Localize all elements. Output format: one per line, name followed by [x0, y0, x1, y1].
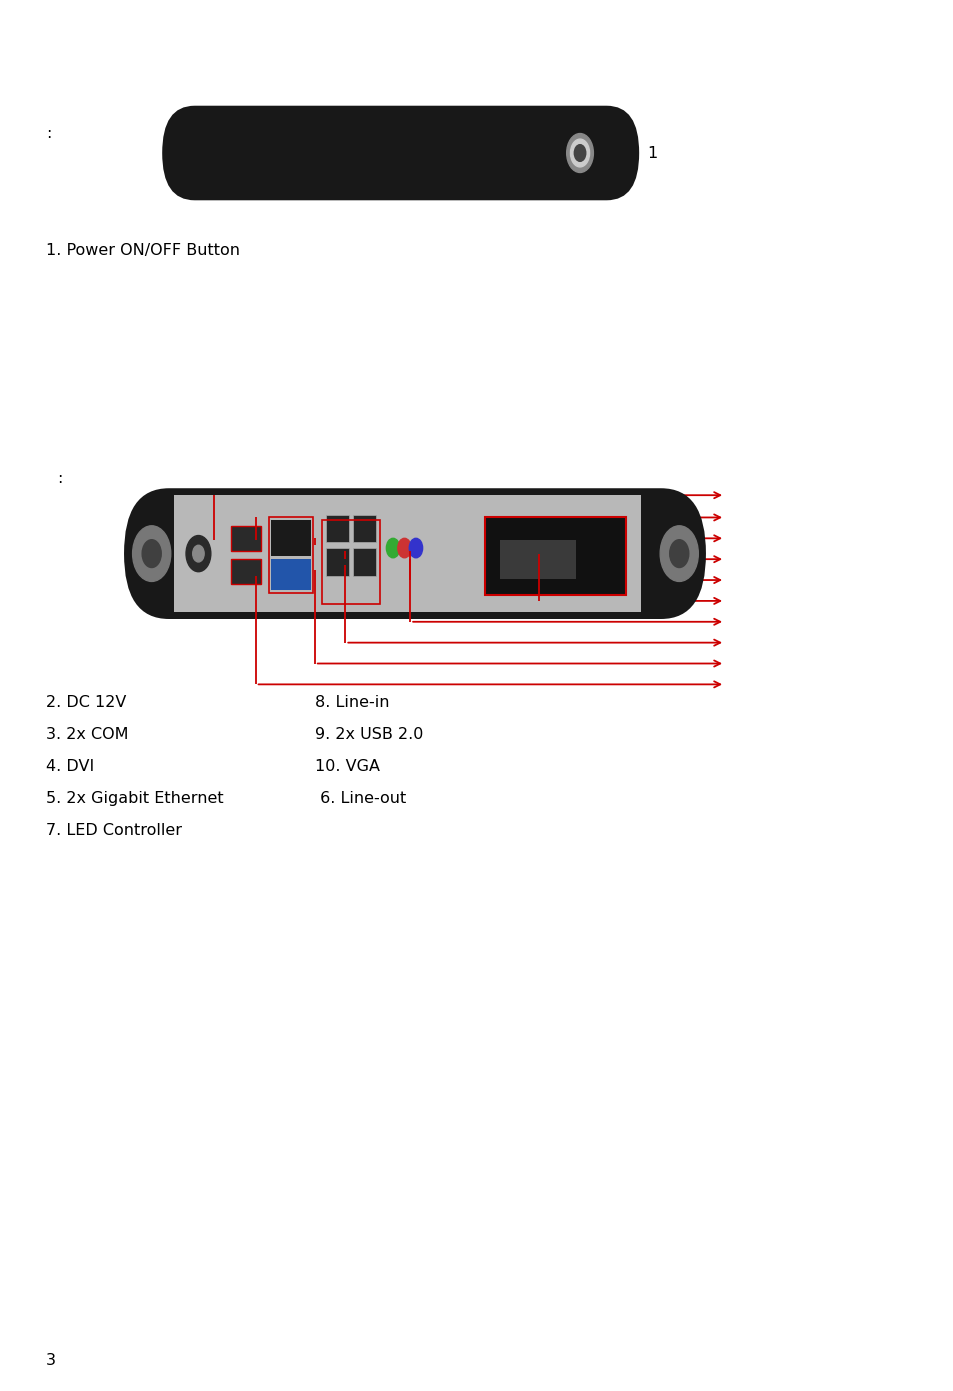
- Circle shape: [386, 538, 399, 558]
- Bar: [353, 548, 375, 576]
- Circle shape: [659, 526, 698, 581]
- Circle shape: [186, 536, 211, 572]
- Circle shape: [132, 526, 171, 581]
- Bar: [271, 559, 311, 590]
- Text: 1: 1: [646, 146, 657, 160]
- Circle shape: [669, 540, 688, 568]
- Bar: [484, 517, 625, 595]
- Text: 3: 3: [46, 1353, 55, 1367]
- Circle shape: [397, 538, 411, 558]
- Bar: [269, 517, 313, 593]
- Text: 1. Power ON/OFF Button: 1. Power ON/OFF Button: [46, 243, 239, 257]
- Bar: [231, 559, 261, 584]
- Text: 3. 2x COM: 3. 2x COM: [46, 727, 128, 741]
- Text: 4. DVI: 4. DVI: [46, 759, 94, 773]
- Circle shape: [566, 134, 593, 172]
- Text: 10. VGA: 10. VGA: [314, 759, 379, 773]
- Bar: [173, 495, 640, 612]
- Bar: [326, 515, 349, 542]
- Circle shape: [142, 540, 161, 568]
- Bar: [231, 526, 261, 551]
- Text: 2. DC 12V: 2. DC 12V: [46, 696, 126, 709]
- Circle shape: [193, 545, 204, 562]
- Bar: [271, 520, 311, 556]
- Text: 9. 2x USB 2.0: 9. 2x USB 2.0: [314, 727, 423, 741]
- Bar: [499, 540, 576, 579]
- Bar: [353, 515, 375, 542]
- Text: 5. 2x Gigabit Ethernet: 5. 2x Gigabit Ethernet: [46, 791, 223, 805]
- Text: 6. Line-out: 6. Line-out: [314, 791, 406, 805]
- Circle shape: [574, 145, 585, 161]
- Circle shape: [570, 139, 589, 167]
- FancyBboxPatch shape: [124, 488, 705, 619]
- Text: :: :: [57, 472, 63, 485]
- Text: :: :: [46, 127, 51, 140]
- Circle shape: [409, 538, 422, 558]
- Bar: [326, 548, 349, 576]
- FancyBboxPatch shape: [162, 106, 639, 200]
- Bar: [322, 520, 379, 604]
- Text: 7. LED Controller: 7. LED Controller: [46, 823, 182, 837]
- Text: 8. Line-in: 8. Line-in: [314, 696, 389, 709]
